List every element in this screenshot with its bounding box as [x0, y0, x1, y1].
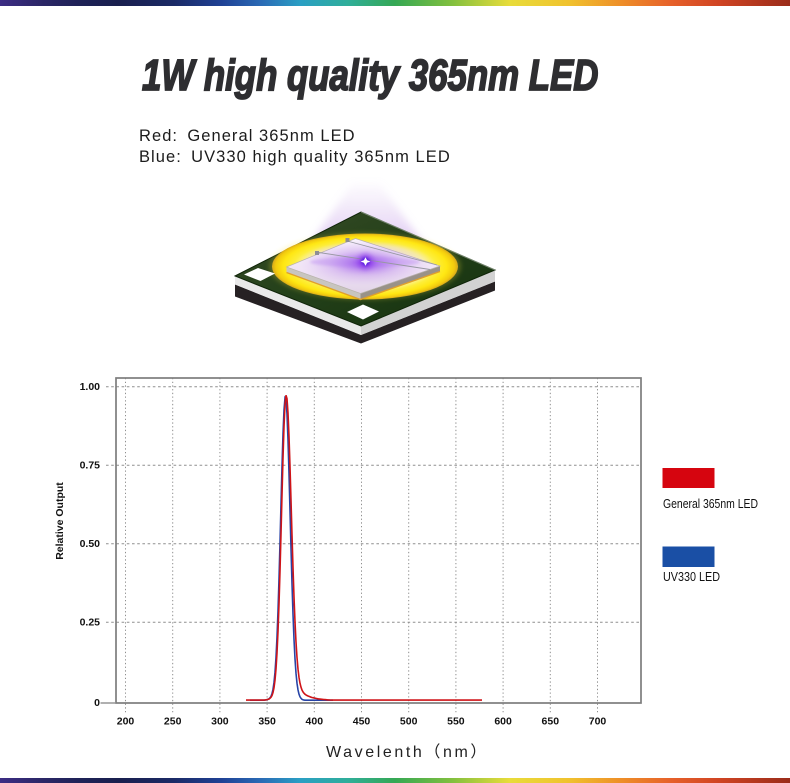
svg-text:400: 400 — [306, 716, 324, 728]
svg-text:Wavelenth（nm）: Wavelenth（nm） — [326, 743, 489, 761]
svg-text:0.50: 0.50 — [80, 538, 101, 550]
svg-text:Relative Output: Relative Output — [54, 482, 66, 560]
svg-text:250: 250 — [164, 716, 182, 728]
svg-text:650: 650 — [542, 716, 560, 728]
svg-text:600: 600 — [494, 716, 512, 728]
svg-text:350: 350 — [258, 716, 276, 728]
svg-text:0.25: 0.25 — [80, 617, 101, 629]
svg-text:450: 450 — [353, 716, 371, 728]
svg-text:550: 550 — [447, 716, 465, 728]
svg-text:700: 700 — [589, 716, 607, 728]
svg-text:1.00: 1.00 — [80, 381, 101, 393]
svg-text:200: 200 — [117, 716, 135, 728]
svg-text:0: 0 — [94, 697, 100, 709]
svg-text:500: 500 — [400, 716, 418, 728]
svg-text:0.75: 0.75 — [80, 460, 101, 472]
svg-text:General 365nm LED: General 365nm LED — [663, 496, 758, 511]
svg-text:UV330 LED: UV330 LED — [663, 569, 720, 584]
svg-text:300: 300 — [211, 716, 229, 728]
